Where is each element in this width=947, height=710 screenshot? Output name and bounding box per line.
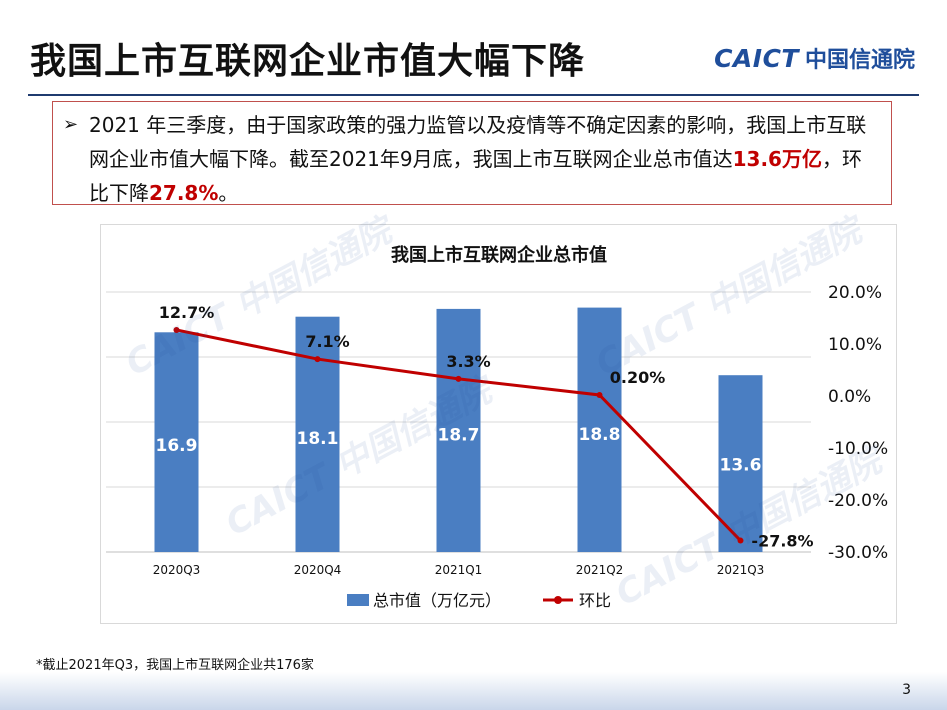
caict-logo: CAICT 中国信通院	[714, 42, 915, 74]
bar	[577, 307, 622, 552]
line-data-label: 0.20%	[610, 368, 666, 387]
legend-bar-swatch	[347, 594, 369, 606]
slide-title: 我国上市互联网企业市值大幅下降	[30, 41, 586, 82]
y-right-tick-label: 20.0%	[828, 283, 882, 303]
chart-panel: 我国上市互联网企业总市值0510152020.0%10.0%0.0%-10.0%…	[100, 224, 897, 624]
line-data-label: 7.1%	[305, 332, 349, 351]
bullet-arrow-icon: ➢	[63, 114, 79, 135]
y-right-tick-label: -20.0%	[828, 491, 888, 511]
x-tick-label: 2020Q4	[294, 563, 342, 577]
y-right-tick-label: 0.0%	[828, 387, 871, 407]
bar	[154, 332, 199, 552]
y-right-tick-label: 10.0%	[828, 335, 882, 355]
logo-latin-text: CAICT	[714, 44, 799, 73]
summary-box: ➢ 2021 年三季度，由于国家政策的强力监管以及疫情等不确定因素的影响，我国上…	[52, 101, 892, 205]
bar-data-label: 18.1	[297, 429, 339, 449]
summary-text-part3: 。	[218, 181, 239, 205]
logo-chinese-text: 中国信通院	[804, 48, 915, 73]
summary-text-part2: ，环比下降	[89, 147, 862, 205]
summary-highlight-market-cap: 13.6万亿	[732, 147, 822, 171]
y-right-tick-label: -10.0%	[828, 439, 888, 459]
x-tick-label: 2021Q3	[717, 563, 765, 577]
page-number: 3	[902, 682, 911, 698]
line-point	[173, 326, 180, 333]
bar-data-label: 16.9	[156, 436, 198, 456]
summary-highlight-decline: 27.8%	[149, 181, 219, 205]
line-data-label: 3.3%	[446, 352, 490, 371]
chart-title: 我国上市互联网企业总市值	[391, 244, 607, 266]
bar-data-label: 13.6	[720, 455, 762, 475]
market-cap-chart: 我国上市互联网企业总市值0510152020.0%10.0%0.0%-10.0%…	[106, 244, 888, 610]
line-data-label: 12.7%	[159, 303, 215, 322]
footnote: *截止2021年Q3，我国上市互联网企业共176家	[36, 658, 314, 673]
title-divider	[28, 94, 919, 96]
legend-line-marker	[554, 596, 562, 604]
x-tick-label: 2021Q1	[435, 563, 483, 577]
x-tick-label: 2020Q3	[153, 563, 201, 577]
x-tick-label: 2021Q2	[576, 563, 624, 577]
line-point	[596, 391, 603, 398]
line-data-label: -27.8%	[751, 532, 813, 551]
bar	[436, 308, 481, 552]
legend-bar-label: 总市值（万亿元）	[373, 591, 501, 610]
footer-band	[0, 672, 947, 710]
summary-text: 2021 年三季度，由于国家政策的强力监管以及疫情等不确定因素的影响，我国上市互…	[89, 108, 879, 210]
summary-text-part1: 2021 年三季度，由于国家政策的强力监管以及疫情等不确定因素的影响，我国上市互…	[89, 113, 867, 171]
bar-data-label: 18.8	[579, 425, 621, 445]
y-right-tick-label: -30.0%	[828, 543, 888, 563]
legend-line-label: 环比	[579, 591, 611, 610]
line-point	[737, 537, 744, 544]
line-point	[314, 356, 321, 363]
line-point	[455, 375, 462, 382]
bar	[718, 375, 763, 552]
bar-data-label: 18.7	[438, 426, 480, 446]
